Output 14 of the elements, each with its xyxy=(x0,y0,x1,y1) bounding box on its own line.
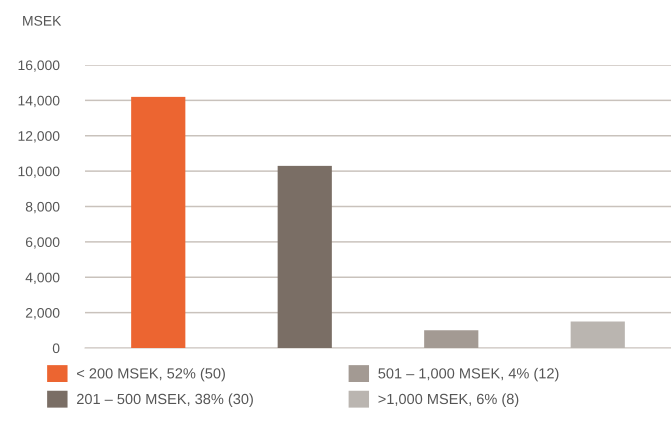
legend-label: >1,000 MSEK, 6% (8) xyxy=(378,393,518,408)
y-tick-label: 6,000 xyxy=(26,237,60,249)
y-tick-label: 0 xyxy=(52,343,60,354)
y-tick-label: 14,000 xyxy=(18,96,60,108)
y-tick-label: 16,000 xyxy=(18,60,60,72)
legend-label: 201 – 500 MSEK, 38% (30) xyxy=(77,393,253,408)
y-tick-label: 10,000 xyxy=(18,166,60,178)
legend-label: 501 – 1,000 MSEK, 4% (12) xyxy=(378,368,558,382)
y-tick-label: 2,000 xyxy=(26,308,60,320)
y-axis-title: MSEK xyxy=(23,16,62,26)
legend-label: < 200 MSEK, 52% (50) xyxy=(77,368,225,382)
y-tick-label: 8,000 xyxy=(26,202,60,214)
y-tick-label: 12,000 xyxy=(18,131,60,143)
y-tick-label: 4,000 xyxy=(26,272,60,284)
